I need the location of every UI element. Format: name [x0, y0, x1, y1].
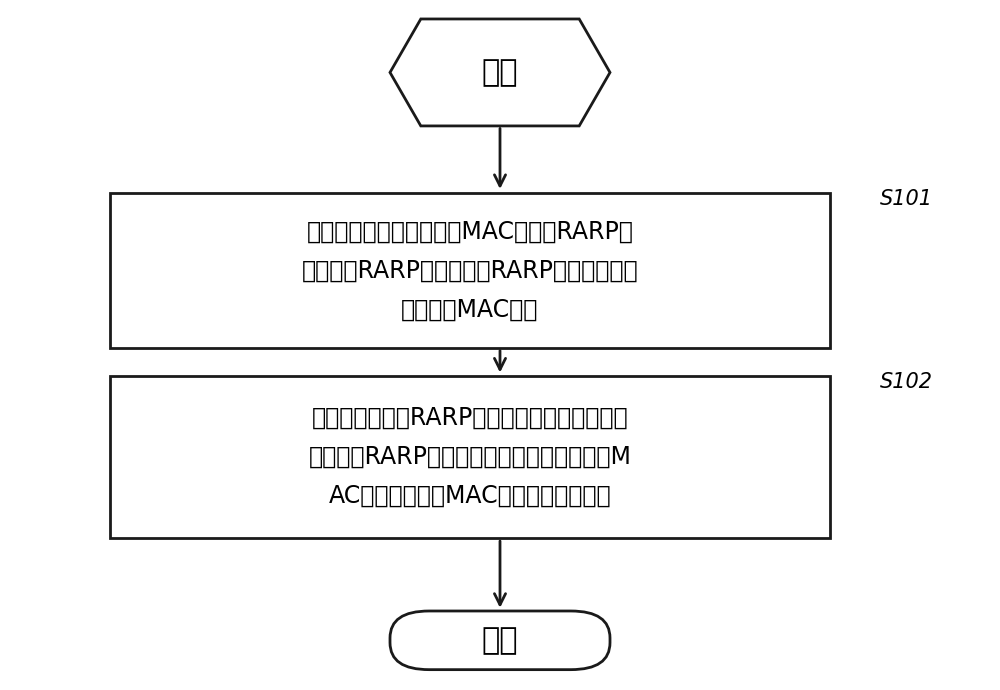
Bar	[110, 193, 830, 348]
Text: 开始: 开始	[482, 58, 518, 87]
Text: S102: S102	[880, 373, 933, 392]
Text: 结束: 结束	[482, 626, 518, 655]
Text: 若终端重复发送RARP探测报文预定次数后，均
未接收到RARP服务器的响应报文，则以虚拟M
AC地址作为真实MAC地址进行正常通讯: 若终端重复发送RARP探测报文预定次数后，均 未接收到RARP服务器的响应报文，…	[309, 406, 631, 508]
Text: S101: S101	[880, 189, 933, 209]
Bar	[110, 375, 830, 538]
Polygon shape	[390, 19, 610, 126]
FancyBboxPatch shape	[390, 611, 610, 669]
Text: 终端通过随机获取的初始MAC地址向RARP服
务器发送RARP探测报文，RARP探测报文中携
带有虚拟MAC地址: 终端通过随机获取的初始MAC地址向RARP服 务器发送RARP探测报文，RARP…	[302, 219, 638, 322]
